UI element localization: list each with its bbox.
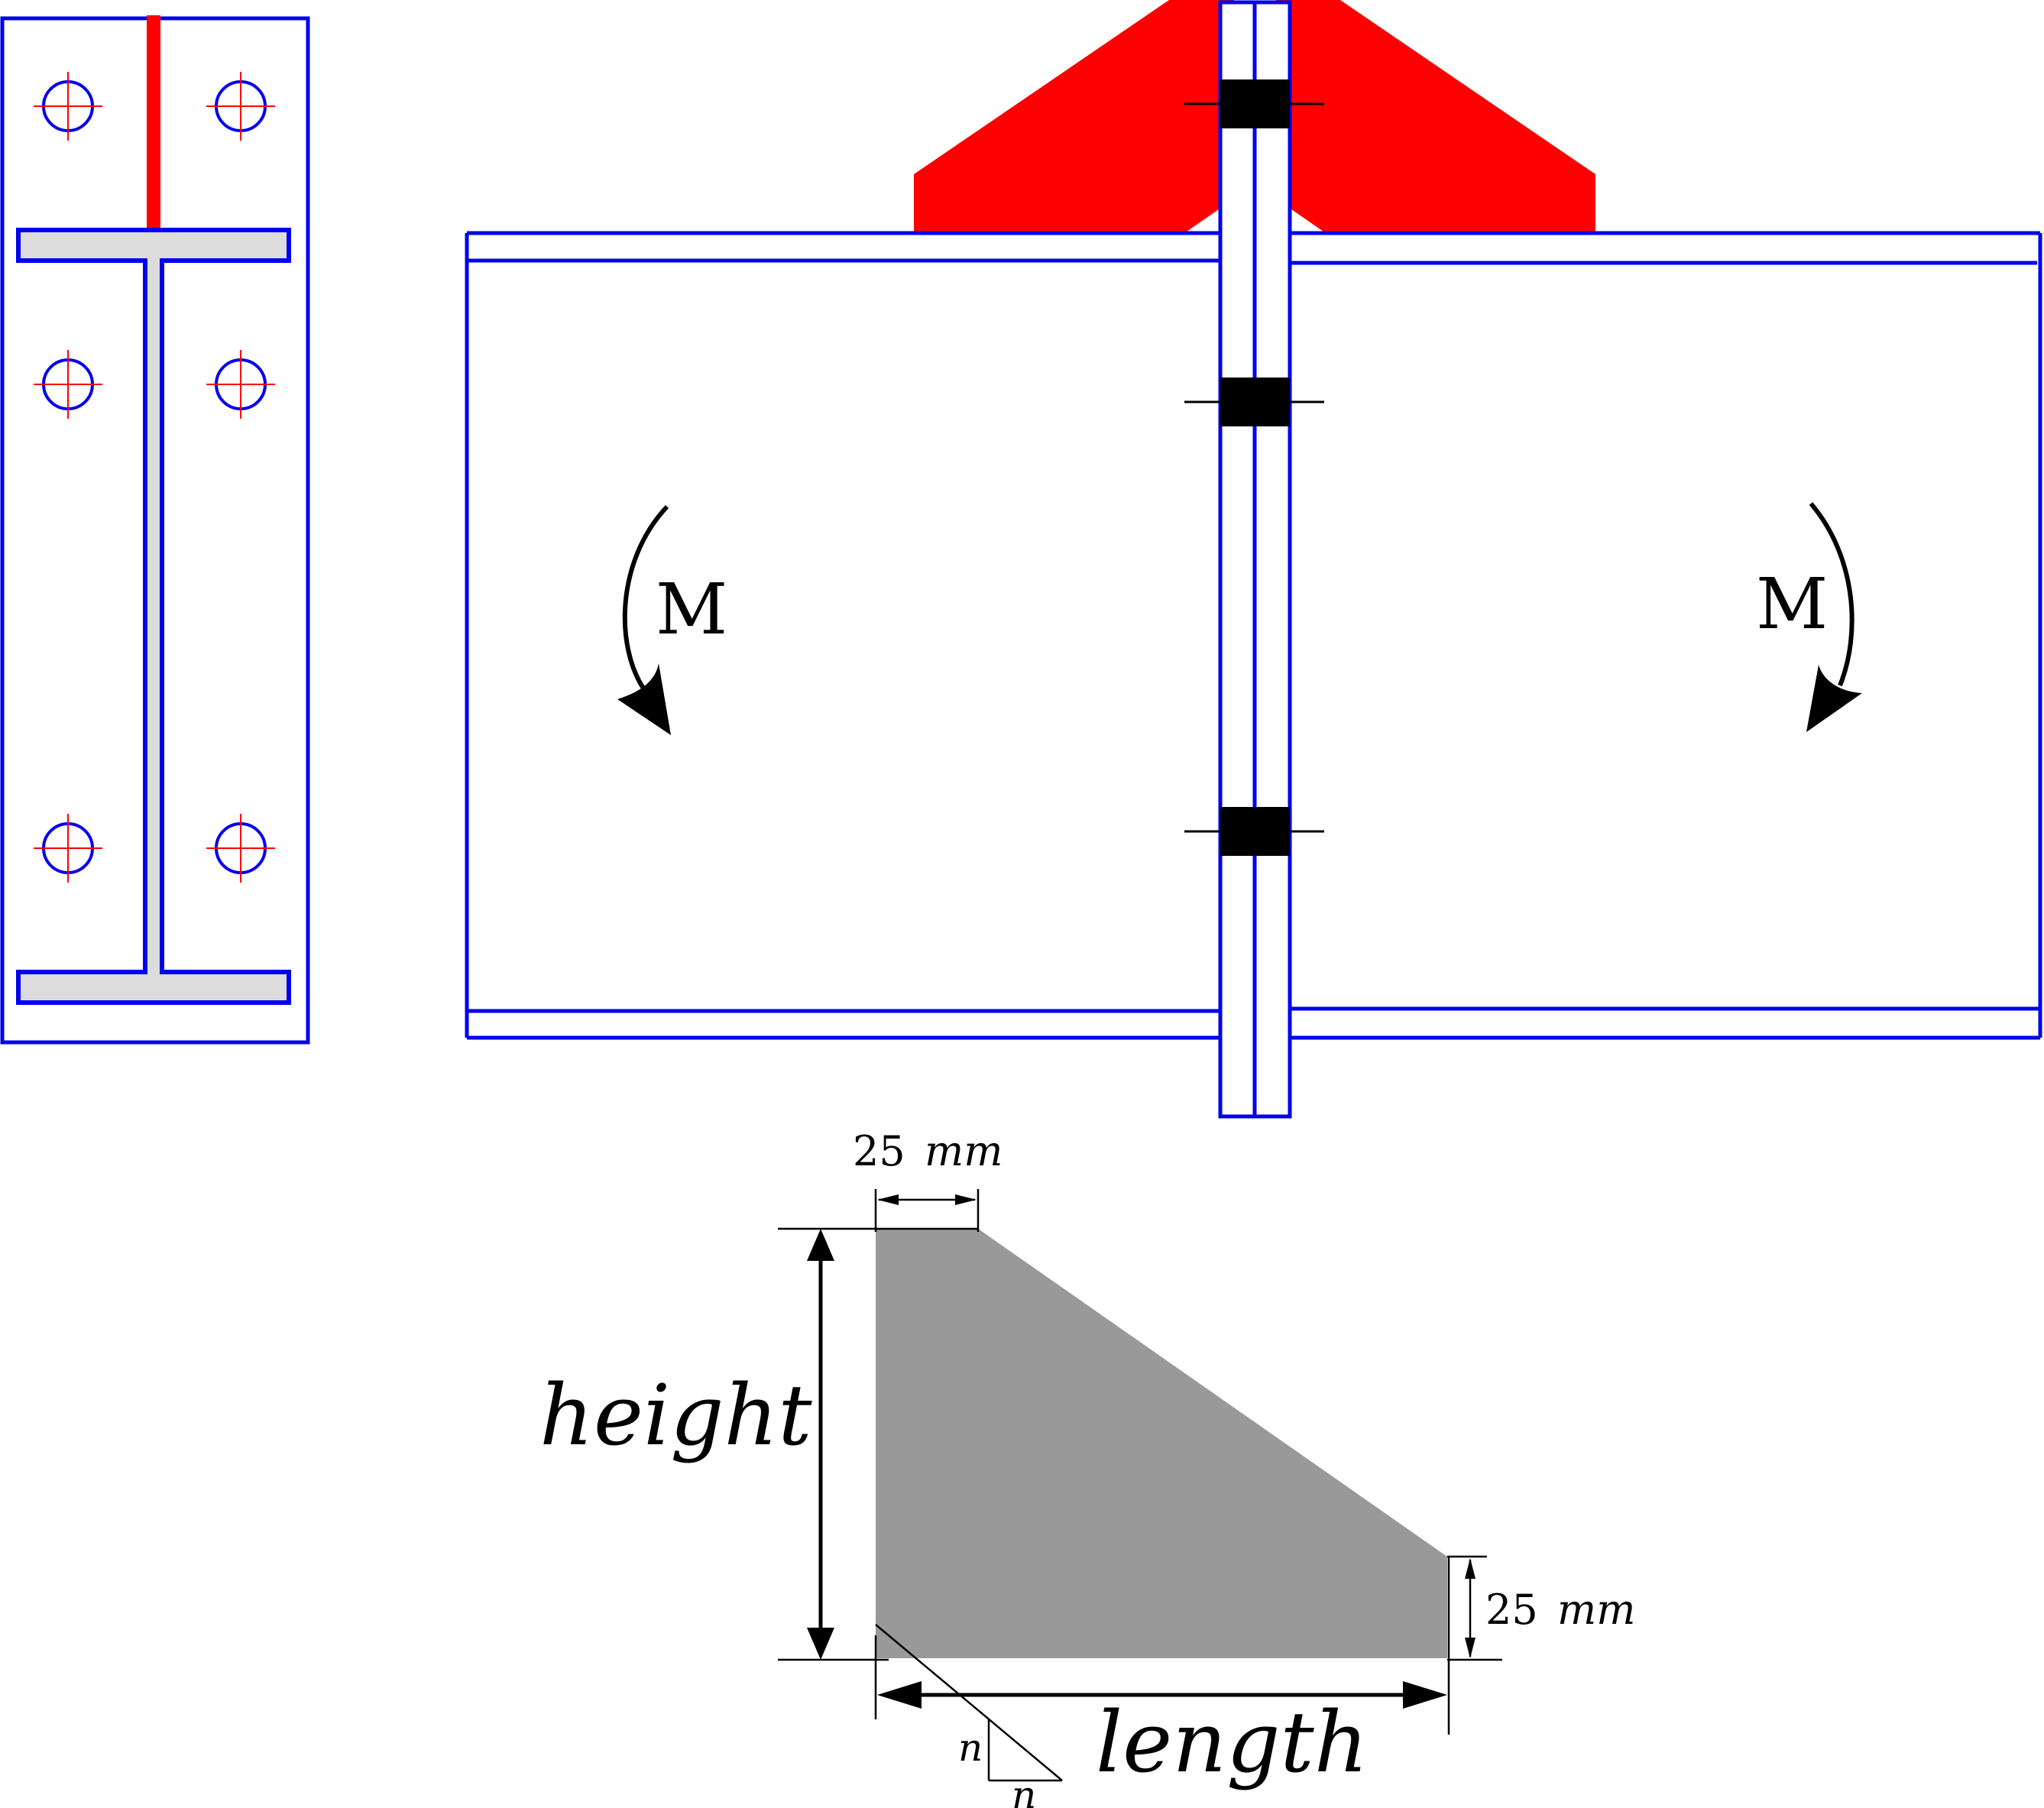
dim-top-value: 25 (853, 1127, 905, 1175)
bolt (1184, 79, 1324, 128)
bolt-hole (34, 814, 102, 883)
dim-right-unit: mm (1557, 1586, 1635, 1634)
length-label: length (1096, 1693, 1369, 1791)
bolt (1184, 807, 1324, 856)
bolt-hole (206, 814, 275, 883)
gusset-detail: 25 mm 25 mm height length n (539, 1127, 1635, 1808)
bolt-hole (34, 72, 102, 141)
beam-elevation: M M (465, 0, 2042, 1119)
bolt-hole (34, 350, 102, 419)
dimension-height (807, 1229, 834, 1660)
moment-label-left: M (656, 569, 727, 650)
dim-top-unit: mm (925, 1127, 1003, 1175)
curved-arrow-clockwise-icon (1806, 502, 1862, 732)
bolts (1184, 79, 1324, 856)
weld-symbol (875, 1624, 1063, 1782)
bolt (1184, 377, 1324, 426)
end-plate-view (0, 15, 310, 1045)
curved-arrow-clockwise-icon (617, 504, 671, 735)
i-beam-section (16, 228, 291, 1005)
right-beam (1290, 231, 2042, 1040)
dim-right-value: 25 (1485, 1586, 1538, 1634)
gusset-stiffener (914, 0, 1234, 232)
dimension-length (877, 1681, 1447, 1709)
extension-lines (778, 1189, 1502, 1735)
gusset-plate (876, 1229, 1447, 1658)
height-label: height (539, 1366, 812, 1464)
dimension-top (877, 1194, 977, 1205)
end-plates (1218, 0, 1292, 1119)
bolt-holes (34, 72, 275, 883)
moment-label-right: M (1756, 563, 1828, 645)
left-beam (465, 231, 1220, 1040)
gusset-stiffener (1276, 0, 1595, 232)
weld-leg-vertical: n (958, 1725, 983, 1770)
weld-leg-horizontal: n (1012, 1773, 1036, 1808)
dimension-right (1465, 1558, 1476, 1658)
stiffener-weld (147, 15, 160, 229)
bolt-hole (206, 72, 275, 141)
bolt-hole (206, 350, 275, 419)
